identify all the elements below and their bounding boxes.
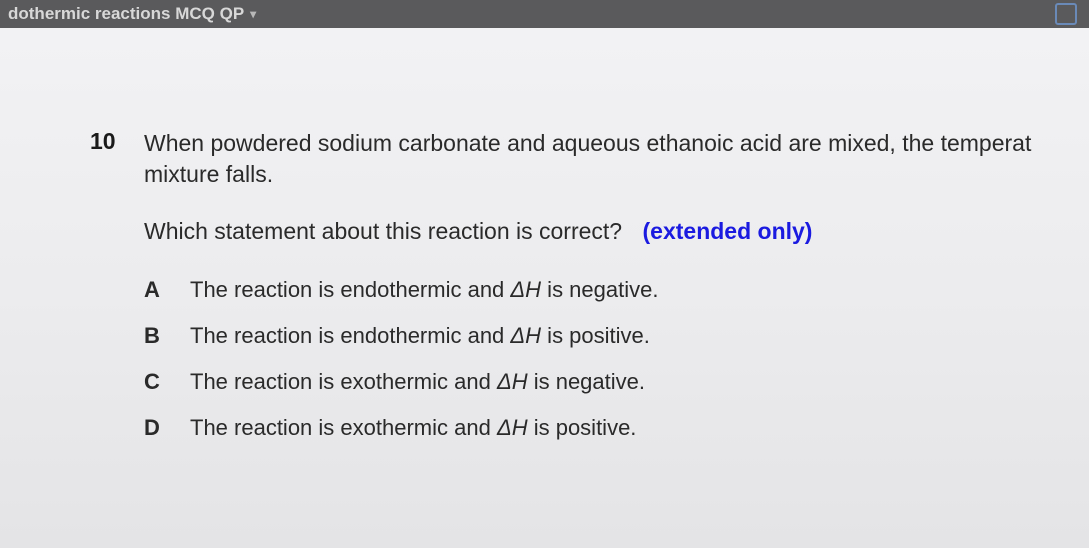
topbar-title-wrap: dothermic reactions MCQ QP ▾: [8, 4, 256, 24]
delta-h: ΔH: [510, 277, 541, 302]
option-pre: The reaction is exothermic and: [190, 415, 497, 440]
question-number: 10: [90, 128, 122, 190]
option-letter: B: [144, 323, 164, 349]
option-pre: The reaction is endothermic and: [190, 323, 510, 348]
topbar-actions: [1055, 3, 1081, 25]
question-text: When powdered sodium carbonate and aqueo…: [144, 128, 1031, 190]
option-letter: D: [144, 415, 164, 441]
stem-line-2: mixture falls.: [144, 161, 273, 187]
option-pre: The reaction is endothermic and: [190, 277, 510, 302]
topbar: dothermic reactions MCQ QP ▾: [0, 0, 1089, 28]
option-c: C The reaction is exothermic and ΔH is n…: [144, 369, 1089, 395]
extended-label: (extended only): [643, 218, 813, 244]
option-b: B The reaction is endothermic and ΔH is …: [144, 323, 1089, 349]
option-d: D The reaction is exothermic and ΔH is p…: [144, 415, 1089, 441]
question-prompt: Which statement about this reaction is c…: [144, 218, 622, 244]
option-post: is negative.: [528, 369, 645, 394]
document-title: dothermic reactions MCQ QP: [8, 4, 244, 24]
option-text: The reaction is endothermic and ΔH is ne…: [190, 277, 658, 303]
delta-h: ΔH: [497, 415, 528, 440]
option-letter: C: [144, 369, 164, 395]
option-post: is negative.: [541, 277, 658, 302]
option-post: is positive.: [541, 323, 650, 348]
question-stem: 10 When powdered sodium carbonate and aq…: [90, 128, 1089, 190]
delta-h: ΔH: [497, 369, 528, 394]
option-a: A The reaction is endothermic and ΔH is …: [144, 277, 1089, 303]
option-post: is positive.: [528, 415, 637, 440]
option-pre: The reaction is exothermic and: [190, 369, 497, 394]
share-icon[interactable]: [1055, 3, 1077, 25]
stem-line-1: When powdered sodium carbonate and aqueo…: [144, 130, 1031, 156]
option-text: The reaction is exothermic and ΔH is neg…: [190, 369, 645, 395]
question-prompt-row: Which statement about this reaction is c…: [144, 218, 1089, 245]
document-page: 10 When powdered sodium carbonate and aq…: [0, 28, 1089, 548]
option-text: The reaction is exothermic and ΔH is pos…: [190, 415, 636, 441]
chevron-down-icon[interactable]: ▾: [250, 7, 256, 21]
option-text: The reaction is endothermic and ΔH is po…: [190, 323, 650, 349]
option-letter: A: [144, 277, 164, 303]
delta-h: ΔH: [510, 323, 541, 348]
